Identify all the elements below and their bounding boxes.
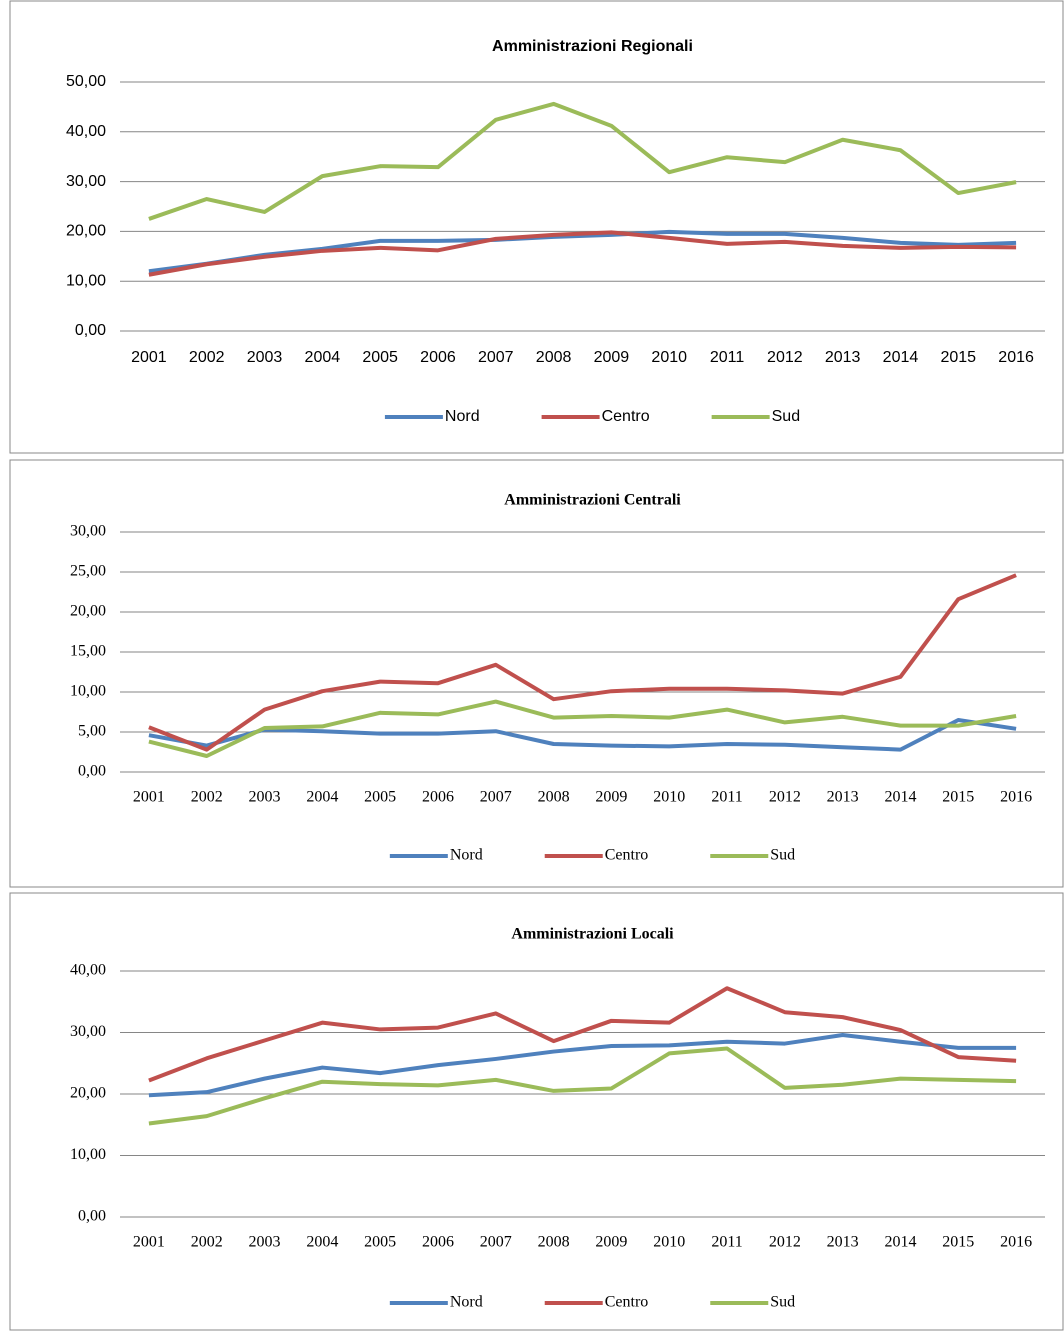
series-line	[148, 1032, 1017, 1098]
y-tick-label: 25,00	[70, 563, 106, 580]
chart-title: Amministrazioni Locali	[511, 926, 674, 943]
chart-title: Amministrazioni Regionali	[492, 38, 693, 55]
y-tick-label: 0,00	[75, 322, 106, 339]
x-tick-label: 2005	[364, 1234, 396, 1251]
x-tick-label: 2005	[362, 349, 398, 366]
x-tick-label: 2004	[306, 789, 338, 806]
x-tick-label: 2011	[711, 1234, 742, 1251]
series-line	[148, 1046, 1017, 1126]
legend-label: Nord	[450, 1294, 483, 1311]
x-tick-label: 2013	[825, 349, 861, 366]
x-tick-label: 2007	[480, 1234, 512, 1251]
x-tick-label: 2001	[133, 789, 165, 806]
x-tick-label: 2002	[191, 789, 223, 806]
x-tick-label: 2010	[653, 789, 685, 806]
y-tick-label: 30,00	[66, 173, 106, 190]
x-tick-label: 2013	[827, 789, 859, 806]
x-tick-label: 2008	[538, 789, 570, 806]
x-tick-label: 2009	[594, 349, 630, 366]
y-tick-label: 20,00	[66, 223, 106, 240]
legend-label: Sud	[770, 847, 795, 864]
x-tick-label: 2015	[942, 1234, 974, 1251]
legend-label: Centro	[605, 847, 649, 864]
legend-label: Centro	[605, 1294, 649, 1311]
y-tick-label: 30,00	[70, 523, 106, 540]
x-tick-label: 2002	[189, 349, 225, 366]
x-tick-label: 2007	[480, 789, 512, 806]
legend-label: Sud	[770, 1294, 795, 1311]
x-tick-label: 2015	[940, 349, 976, 366]
series-line	[148, 986, 1017, 1083]
x-tick-label: 2002	[191, 1234, 223, 1251]
x-tick-label: 2010	[653, 1234, 685, 1251]
x-tick-label: 2003	[249, 1234, 281, 1251]
x-tick-label: 2003	[247, 349, 283, 366]
y-tick-label: 50,00	[66, 73, 106, 90]
legend-label: Centro	[602, 408, 650, 425]
x-tick-label: 2014	[884, 789, 916, 806]
x-tick-label: 2016	[998, 349, 1034, 366]
x-tick-label: 2011	[711, 789, 742, 806]
x-tick-label: 2006	[420, 349, 456, 366]
x-tick-label: 2008	[536, 349, 572, 366]
x-tick-label: 2006	[422, 789, 454, 806]
x-tick-label: 2016	[1000, 1234, 1032, 1251]
x-tick-label: 2008	[538, 1234, 570, 1251]
x-tick-label: 2001	[131, 349, 167, 366]
y-tick-label: 0,00	[78, 763, 106, 780]
series-line	[148, 101, 1017, 221]
panel-border	[9, 892, 1064, 1331]
x-tick-label: 2012	[769, 789, 801, 806]
panel-border	[9, 459, 1064, 888]
series-line	[148, 699, 1017, 758]
y-tick-label: 0,00	[78, 1208, 106, 1225]
x-tick-label: 2012	[767, 349, 803, 366]
y-tick-label: 10,00	[70, 683, 106, 700]
legend-label: Nord	[445, 408, 480, 425]
legend-label: Sud	[772, 408, 800, 425]
y-tick-label: 30,00	[70, 1023, 106, 1040]
x-tick-label: 2009	[595, 789, 627, 806]
y-tick-label: 15,00	[70, 643, 106, 660]
x-tick-label: 2010	[651, 349, 687, 366]
x-tick-label: 2007	[478, 349, 514, 366]
x-tick-label: 2005	[364, 789, 396, 806]
x-tick-label: 2009	[595, 1234, 627, 1251]
x-tick-label: 2014	[883, 349, 919, 366]
y-tick-label: 10,00	[70, 1146, 106, 1163]
series-line	[148, 718, 1017, 752]
x-tick-label: 2014	[884, 1234, 916, 1251]
x-tick-label: 2006	[422, 1234, 454, 1251]
chart-panel: Amministrazioni Locali 0,00 10,00 20,00 30,0…	[9, 892, 1064, 1331]
chart-title: Amministrazioni Centrali	[504, 492, 681, 509]
y-tick-label: 40,00	[66, 123, 106, 140]
y-tick-label: 20,00	[70, 1085, 106, 1102]
x-tick-label: 2012	[769, 1234, 801, 1251]
x-tick-label: 2011	[710, 349, 745, 366]
x-tick-label: 2004	[305, 349, 341, 366]
x-tick-label: 2001	[133, 1234, 165, 1251]
x-tick-label: 2013	[827, 1234, 859, 1251]
panel-border	[9, 0, 1064, 454]
legend-label: Nord	[450, 847, 483, 864]
series-line	[148, 230, 1017, 277]
y-tick-label: 20,00	[70, 603, 106, 620]
chart-panel: Amministrazioni Centrali 0,00 5,00 10,00 15,…	[9, 459, 1064, 888]
x-tick-label: 2004	[306, 1234, 338, 1251]
x-tick-label: 2015	[942, 789, 974, 806]
y-tick-label: 5,00	[78, 723, 106, 740]
x-tick-label: 2016	[1000, 789, 1032, 806]
y-tick-label: 40,00	[70, 962, 106, 979]
x-tick-label: 2003	[249, 789, 281, 806]
chart-panel: Amministrazioni Regionali 0,00 10,00 20,00 3…	[9, 0, 1064, 454]
series-line	[148, 573, 1017, 752]
y-tick-label: 10,00	[66, 272, 106, 289]
